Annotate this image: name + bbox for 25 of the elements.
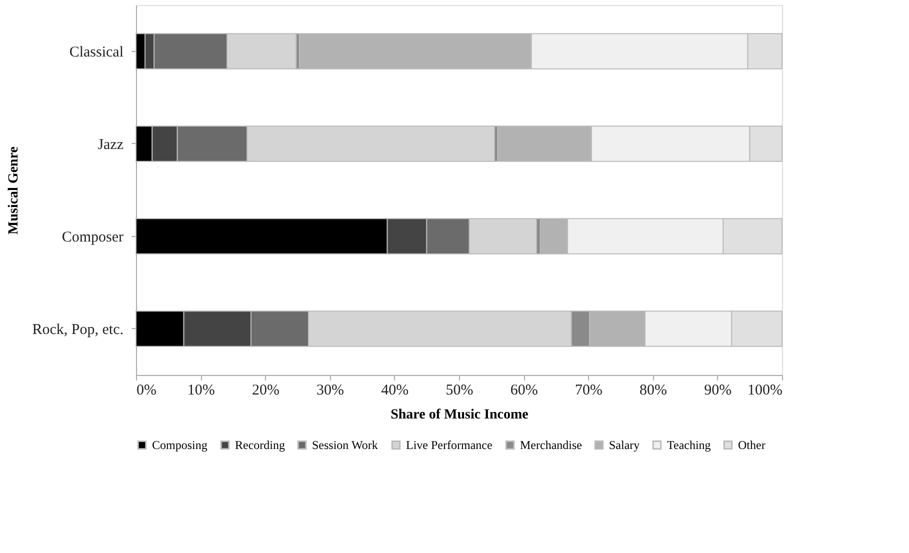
y-tick-label: Composer [62, 229, 124, 246]
legend-label: Live Performance [406, 438, 492, 452]
x-tick-label: 90% [704, 382, 732, 398]
legend-label: Composing [152, 438, 208, 452]
legend-label: Teaching [667, 438, 711, 452]
x-tick-label: 50% [446, 382, 474, 398]
x-tick-label: 70% [574, 382, 602, 398]
y-tick-label: Rock, Pop, etc. [32, 322, 124, 338]
legend-label: Session Work [312, 438, 378, 452]
x-tick-label: 60% [510, 382, 538, 398]
x-tick-label: 100% [748, 382, 782, 398]
legend-label: Salary [609, 438, 640, 452]
legend-label: Merchandise [520, 438, 582, 452]
y-axis-title: Musical Genre [6, 146, 22, 235]
legend-label: Other [738, 438, 766, 452]
y-tick-label: Jazz [98, 136, 124, 153]
x-tick-label: 10% [187, 382, 215, 398]
x-tick-label: 40% [381, 382, 409, 398]
x-axis-title: Share of Music Income [390, 408, 528, 422]
x-tick-label: 20% [252, 382, 280, 398]
legend-label: Recording [235, 438, 285, 452]
x-tick-label: 0% [136, 382, 156, 398]
x-tick-label: 80% [640, 382, 668, 398]
x-tick-label: 30% [316, 382, 344, 398]
y-tick-label: Classical [69, 44, 124, 60]
